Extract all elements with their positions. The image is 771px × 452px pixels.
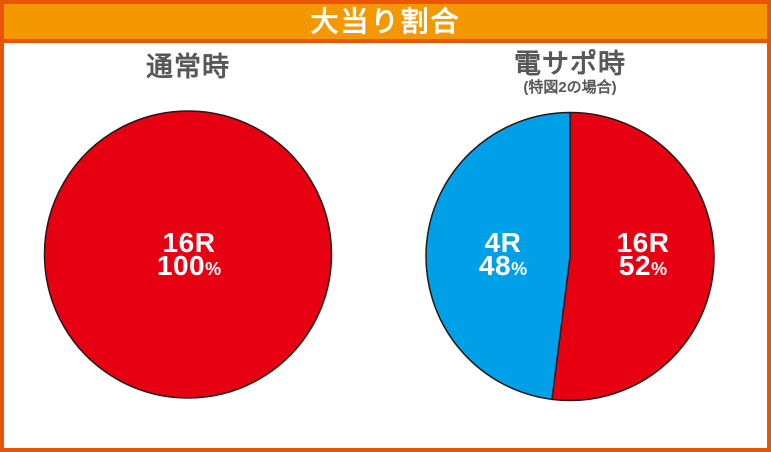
- pie-label-percent: 48%: [479, 252, 528, 281]
- pie-slice-4r-48: [425, 111, 571, 401]
- pie-label-round: 16R: [616, 227, 670, 258]
- pie-densupport-time: [425, 111, 715, 402]
- right-pie-title: 電サポ時: [514, 49, 626, 79]
- pie-label-percent: 100%: [157, 252, 222, 281]
- right-pie-subtitle: (特図2の場合): [523, 79, 617, 96]
- left-pie-title: 通常時: [146, 52, 230, 82]
- pie-label-round: 4R: [484, 227, 522, 258]
- pie-label-16r-100: 16R 100%: [157, 227, 222, 281]
- pie-label-round: 16R: [162, 227, 216, 258]
- pie-label-4r-48: 4R 48%: [479, 227, 528, 281]
- pie-label-value: 48: [478, 250, 512, 281]
- pie-label-percent: 52%: [617, 252, 670, 281]
- pie-normal-time: [43, 110, 333, 399]
- pie-slice-16r-100: [43, 110, 333, 399]
- pie-label-value: 52: [618, 250, 652, 281]
- panel-header: 大当り割合: [4, 4, 767, 43]
- pie-label-value: 100: [156, 250, 206, 281]
- right-pie-heading: 電サポ時 (特図2の場合): [514, 49, 626, 97]
- panel-title: 大当り割合: [310, 6, 461, 37]
- pie-label-unit: %: [651, 259, 668, 279]
- pie-label-16r-52: 16R 52%: [616, 227, 670, 281]
- pie-charts-canvas: [43, 110, 715, 402]
- pie-label-unit: %: [511, 259, 528, 279]
- pie-slice-16r-52: [551, 111, 715, 402]
- pie-label-unit: %: [205, 259, 222, 279]
